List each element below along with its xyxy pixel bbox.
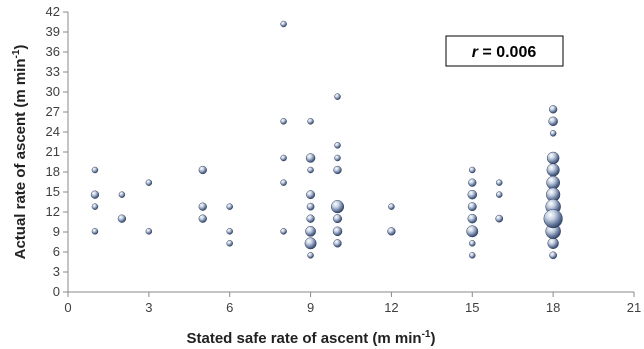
data-point: [280, 179, 287, 186]
x-tick-label: 18: [546, 300, 560, 315]
data-point: [467, 202, 477, 212]
data-point: [118, 191, 126, 198]
data-point: [548, 116, 558, 127]
data-point: [333, 239, 342, 248]
y-tick-label: 18: [46, 164, 60, 179]
data-points: [90, 20, 563, 260]
x-tick-label: 6: [226, 300, 233, 315]
data-point: [91, 166, 99, 174]
data-point: [145, 228, 153, 235]
x-tick-label: 3: [145, 300, 152, 315]
data-point: [304, 237, 317, 250]
data-point: [198, 165, 207, 175]
data-point: [332, 226, 343, 237]
data-point: [91, 203, 99, 210]
x-tick-label: 9: [307, 300, 314, 315]
data-point: [469, 166, 476, 174]
data-point: [467, 213, 478, 224]
data-point: [495, 191, 503, 198]
data-point: [495, 179, 503, 186]
y-tick-label: 9: [53, 224, 60, 239]
data-point: [280, 118, 287, 125]
data-point: [546, 163, 560, 177]
data-point: [388, 203, 395, 210]
y-tick-label: 0: [53, 284, 60, 299]
data-point: [145, 179, 153, 186]
data-point: [280, 20, 287, 28]
data-point: [548, 105, 558, 114]
data-point: [546, 175, 560, 190]
data-point: [307, 252, 314, 259]
x-ticks: 0 3 6 9 12 15 18 21: [64, 292, 641, 315]
data-point: [280, 228, 287, 235]
data-point: [334, 142, 341, 149]
y-tick-label: 3: [53, 264, 60, 279]
data-point: [466, 225, 479, 238]
y-axis-title: Actual rate of ascent (m min-1): [11, 45, 29, 260]
x-axis-title: Stated safe rate of ascent (m min-1): [187, 329, 436, 347]
data-point: [90, 190, 100, 199]
data-point: [549, 130, 557, 137]
y-tick-label: 24: [46, 124, 60, 139]
y-tick-label: 21: [46, 144, 60, 159]
data-point: [469, 252, 476, 259]
data-point: [117, 214, 127, 223]
y-tick-label: 42: [46, 4, 60, 19]
y-tick-label: 12: [46, 204, 60, 219]
data-point: [549, 251, 557, 260]
data-point: [333, 214, 342, 224]
annotation-box: [445, 35, 564, 67]
data-point: [495, 214, 504, 223]
data-point: [226, 228, 233, 235]
y-tick-label: 36: [46, 44, 60, 59]
data-point: [333, 165, 342, 175]
y-tick-label: 39: [46, 24, 60, 39]
correlation-annotation: r = 0.006: [445, 35, 564, 67]
y-tick-label: 27: [46, 104, 60, 119]
x-tick-label: 15: [465, 300, 479, 315]
x-tick-label: 21: [627, 300, 641, 315]
data-point: [546, 151, 560, 165]
y-tick-label: 6: [53, 244, 60, 259]
data-point: [306, 214, 315, 223]
data-point: [198, 202, 207, 211]
data-point: [91, 228, 99, 235]
data-point: [306, 190, 316, 200]
data-point: [468, 178, 477, 187]
data-point: [547, 237, 559, 249]
data-point: [467, 189, 478, 200]
annotation-text: r = 0.006: [472, 44, 537, 61]
data-point: [306, 202, 315, 211]
data-point: [330, 200, 345, 214]
data-point: [280, 154, 287, 162]
data-point: [334, 154, 341, 162]
data-point: [226, 240, 233, 247]
data-point: [543, 209, 563, 229]
y-tick-label: 30: [46, 84, 60, 99]
data-point: [387, 227, 396, 236]
y-tick-label: 15: [46, 184, 60, 199]
data-point: [334, 93, 341, 100]
y-tick-label: 33: [46, 64, 60, 79]
data-point: [307, 118, 314, 125]
data-point: [305, 153, 316, 163]
x-tick-label: 0: [64, 300, 71, 315]
data-point: [307, 166, 314, 174]
data-point: [469, 240, 476, 247]
data-point: [305, 225, 316, 237]
data-point: [198, 214, 207, 223]
x-tick-label: 12: [384, 300, 398, 315]
data-point: [226, 203, 233, 210]
